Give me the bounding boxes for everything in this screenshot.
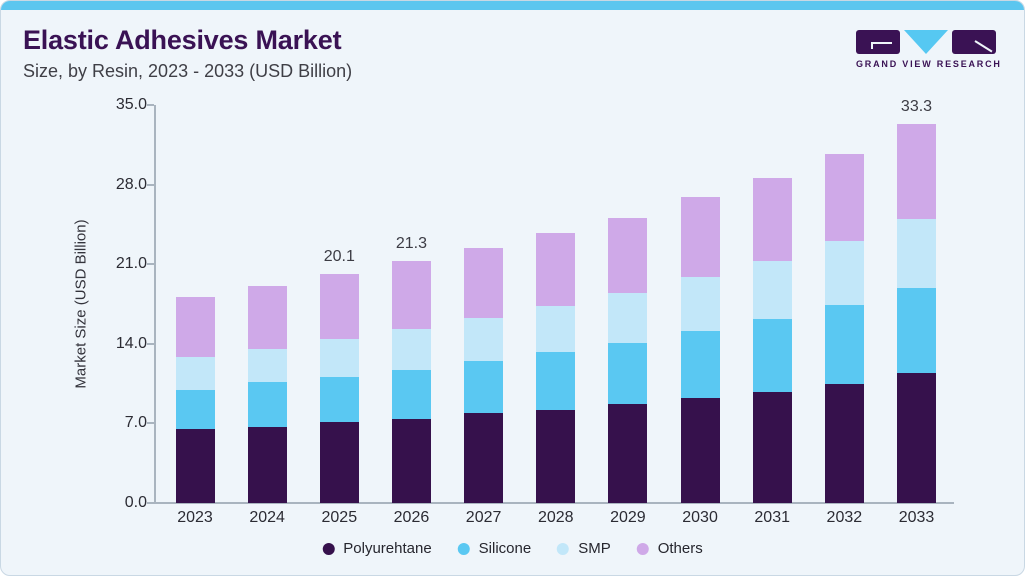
bar-segment-2024-polyurehtane — [247, 426, 287, 503]
logo-v-icon — [904, 30, 948, 54]
chart-subtitle: Size, by Resin, 2023 - 2033 (USD Billion… — [23, 61, 353, 82]
bar-segment-2027-silicone — [464, 360, 504, 414]
bar-segment-2029-smp — [608, 292, 648, 343]
bar-segment-2026-smp — [391, 329, 431, 370]
bar-segment-2032-polyurehtane — [824, 383, 864, 503]
bar-segment-2028-others — [536, 233, 576, 307]
logo-wordmark: GRAND VIEW RESEARCH — [856, 59, 1002, 69]
legend: Polyurehtane Silicone SMP Others — [322, 540, 703, 557]
y-tick-label: 14.0 — [115, 334, 147, 352]
y-tick-mark — [147, 183, 154, 186]
logo-r-icon — [952, 30, 996, 54]
x-tick-label: 2028 — [537, 509, 574, 526]
bar-segment-2031-smp — [752, 260, 792, 319]
legend-dot-icon — [636, 542, 649, 555]
bar-segment-2026-polyurehtane — [391, 418, 431, 503]
bar-segment-2024-others — [247, 285, 287, 350]
x-tick-label: 2023 — [177, 509, 213, 526]
bar-segment-2025-smp — [319, 339, 359, 377]
bar-segment-2024-silicone — [247, 382, 287, 427]
bar-segment-2031-polyurehtane — [752, 391, 792, 503]
bar-segment-2031-silicone — [752, 318, 792, 392]
legend-label: Polyurehtane — [343, 540, 432, 557]
y-tick-mark — [147, 502, 154, 504]
x-tick-label: 2031 — [754, 509, 790, 526]
legend-label: SMP — [578, 540, 611, 557]
bar-segment-2029-polyurehtane — [608, 404, 648, 503]
x-tick-label: 2027 — [465, 509, 502, 526]
y-tick-mark — [147, 422, 154, 425]
bar-segment-2027-smp — [464, 317, 504, 361]
legend-label: Others — [657, 540, 703, 557]
bar-segment-2028-polyurehtane — [536, 409, 576, 503]
chart-title: Elastic Adhesives Market — [23, 25, 342, 55]
logo-g-icon — [856, 30, 900, 54]
legend-label: Silicone — [478, 540, 532, 557]
y-tick-mark — [147, 342, 154, 345]
x-tick-label: 2032 — [826, 509, 863, 526]
bar-segment-2032-silicone — [824, 305, 864, 384]
bar-segment-2025-others — [319, 274, 359, 340]
legend-item-silicone: Silicone — [457, 540, 532, 557]
x-tick-label: 2030 — [682, 509, 718, 526]
bar-segment-2026-silicone — [391, 369, 431, 419]
bar-segment-2024-smp — [247, 349, 287, 383]
y-tick-mark — [147, 263, 154, 266]
bar-segment-2030-smp — [680, 276, 720, 332]
bar-value-label: 20.1 — [323, 248, 355, 266]
bar-segment-2033-polyurehtane — [897, 373, 936, 503]
bar-segment-2028-silicone — [536, 351, 576, 410]
x-tick-label: 2033 — [898, 509, 935, 526]
gvr-logo-shapes — [856, 30, 996, 54]
bar-segment-2030-polyurehtane — [680, 398, 720, 503]
legend-dot-icon — [322, 542, 335, 555]
bar-segment-2033-others — [897, 124, 936, 219]
bar-segment-2033-silicone — [897, 288, 936, 374]
bar-segment-2029-others — [608, 217, 648, 293]
bar-segment-2033-smp — [897, 218, 936, 289]
legend-item-polyurehtane: Polyurehtane — [322, 540, 432, 557]
bar-segment-2023-polyurehtane — [175, 429, 215, 503]
y-tick-mark — [147, 104, 154, 106]
bar-segment-2027-others — [464, 248, 504, 318]
y-tick-label: 35.0 — [115, 96, 147, 113]
chart-header: Elastic Adhesives Market Size, by Resin,… — [23, 26, 352, 82]
legend-dot-icon — [457, 542, 470, 555]
x-tick-label: 2029 — [610, 509, 646, 526]
y-axis-line — [154, 105, 156, 503]
x-tick-label: 2025 — [321, 509, 358, 526]
bar-segment-2023-silicone — [175, 390, 215, 430]
bar-value-label: 21.3 — [395, 234, 427, 252]
x-axis-line — [154, 502, 954, 504]
bar-segment-2026-others — [391, 260, 431, 329]
legend-dot-icon — [557, 542, 570, 555]
x-tick-label: 2026 — [393, 509, 430, 526]
bar-segment-2030-others — [680, 197, 720, 277]
y-tick-label: 21.0 — [115, 255, 147, 273]
bar-segment-2025-silicone — [319, 376, 359, 423]
legend-item-smp: SMP — [557, 540, 611, 557]
bar-segment-2027-polyurehtane — [464, 413, 504, 503]
gvr-logo: GRAND VIEW RESEARCH — [856, 30, 1002, 69]
x-tick-label: 2024 — [249, 509, 285, 526]
bar-segment-2023-others — [175, 297, 215, 358]
bar-segment-2029-silicone — [608, 342, 648, 405]
bar-segment-2032-others — [824, 153, 864, 242]
y-tick-label: 28.0 — [115, 175, 147, 193]
bar-segment-2030-silicone — [680, 331, 720, 399]
bar-segment-2028-smp — [536, 306, 576, 352]
bar-segment-2032-smp — [824, 241, 864, 306]
top-accent-bar — [1, 1, 1024, 10]
bar-segment-2031-others — [752, 177, 792, 261]
legend-item-others: Others — [636, 540, 703, 557]
bar-segment-2023-smp — [175, 357, 215, 391]
y-tick-label: 7.0 — [124, 414, 147, 432]
bar-segment-2025-polyurehtane — [319, 422, 359, 503]
y-tick-label: 0.0 — [124, 494, 147, 511]
bar-value-label: 33.3 — [900, 98, 933, 116]
